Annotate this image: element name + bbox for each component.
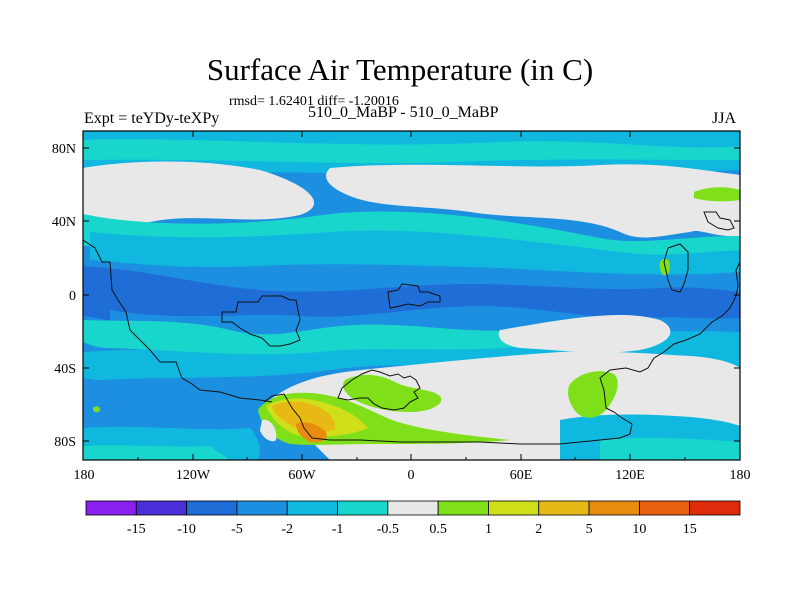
field-southeast-light bbox=[600, 437, 740, 460]
x-tick-label: 180 bbox=[730, 468, 751, 483]
field-north-neutral-east bbox=[326, 164, 740, 238]
colorbar-label: -2 bbox=[281, 522, 293, 537]
colorbar-swatch bbox=[488, 500, 540, 516]
coastline-southern-continents bbox=[263, 261, 741, 445]
colorbar-label: 0.5 bbox=[429, 522, 447, 537]
colorbar-swatch bbox=[538, 500, 590, 516]
colorbar-swatch bbox=[85, 500, 137, 516]
x-tick-label: 120E bbox=[615, 468, 645, 483]
tick-marks bbox=[83, 131, 740, 460]
y-tick-labels: 80N 40N 0 40S 80S bbox=[52, 142, 76, 450]
coastline-americas-west bbox=[82, 239, 273, 403]
colorbar-swatch bbox=[638, 500, 691, 516]
colorbar-label: -15 bbox=[127, 522, 146, 537]
colorbar-swatch bbox=[186, 500, 238, 516]
field-tropical-band bbox=[110, 306, 740, 340]
y-tick-label: 0 bbox=[69, 289, 76, 304]
x-tick-label: 0 bbox=[408, 468, 415, 483]
field-peninsula-neutral bbox=[260, 419, 277, 442]
colorbar: -15 -10 -5 -2 -1 -0.5 0.5 1 2 5 10 15 bbox=[85, 500, 741, 537]
x-tick-label: 60W bbox=[288, 468, 316, 483]
colorbar-swatch bbox=[286, 500, 338, 516]
field-south-neutral-patch bbox=[498, 314, 671, 353]
field-subtropic-band-2 bbox=[90, 230, 740, 275]
colorbar-swatch bbox=[337, 500, 389, 516]
y-tick-label: 80S bbox=[54, 435, 76, 450]
colorbar-label: -10 bbox=[177, 522, 196, 537]
colorbar-label: 10 bbox=[632, 522, 646, 537]
y-tick-label: 40S bbox=[54, 362, 76, 377]
colorbar-swatch bbox=[689, 500, 741, 516]
colorbar-swatch bbox=[135, 500, 188, 516]
x-tick-label: 60E bbox=[510, 468, 533, 483]
field-green-patch-north bbox=[694, 187, 740, 202]
colorbar-swatch bbox=[588, 500, 640, 516]
field-southwest-light bbox=[83, 445, 230, 460]
colorbar-label: 1 bbox=[485, 522, 492, 537]
field-warm-orange bbox=[272, 401, 336, 433]
x-tick-label: 120W bbox=[176, 468, 211, 483]
field-green-patch-east bbox=[568, 371, 618, 418]
y-tick-label: 80N bbox=[52, 142, 76, 157]
case-subtitle: 510_0_MaBP - 510_0_MaBP bbox=[308, 104, 499, 121]
season-label: JJA bbox=[712, 110, 737, 127]
coastlines bbox=[82, 211, 741, 445]
x-tick-labels: 180 120W 60W 0 60E 120E 180 bbox=[74, 468, 751, 483]
y-tick-label: 40N bbox=[52, 215, 76, 230]
field-green-patch-center bbox=[343, 374, 442, 412]
coastline-central-america bbox=[221, 295, 301, 347]
field-green-dot bbox=[93, 406, 100, 413]
colorbar-swatch bbox=[387, 500, 439, 516]
colorbar-label: -0.5 bbox=[377, 522, 399, 537]
coastline-africa-island bbox=[387, 283, 441, 309]
colorbar-label: -5 bbox=[231, 522, 243, 537]
coastline-antarctic-lobe bbox=[337, 369, 421, 411]
plot-title: Surface Air Temperature (in C) bbox=[206, 52, 594, 87]
x-tick-label: 180 bbox=[74, 468, 95, 483]
rmsd-diff-stats: rmsd= 1.62401 diff= -1.20016 bbox=[229, 94, 399, 109]
experiment-label: Expt = teYDy-teXPy bbox=[84, 110, 220, 127]
colorbar-swatch bbox=[236, 500, 288, 516]
colorbar-label: 15 bbox=[683, 522, 697, 537]
colorbar-label: 5 bbox=[586, 522, 593, 537]
field-north-neutral-west bbox=[83, 161, 315, 224]
temperature-field bbox=[83, 131, 740, 460]
coastline-northeast-asia bbox=[703, 211, 735, 231]
field-arctic-light-band bbox=[83, 139, 740, 164]
colorbar-swatch bbox=[437, 500, 489, 516]
coastline-east-asia bbox=[663, 243, 689, 293]
colorbar-label: 2 bbox=[535, 522, 542, 537]
colorbar-label: -1 bbox=[332, 522, 344, 537]
field-tropical-blue bbox=[83, 266, 740, 327]
